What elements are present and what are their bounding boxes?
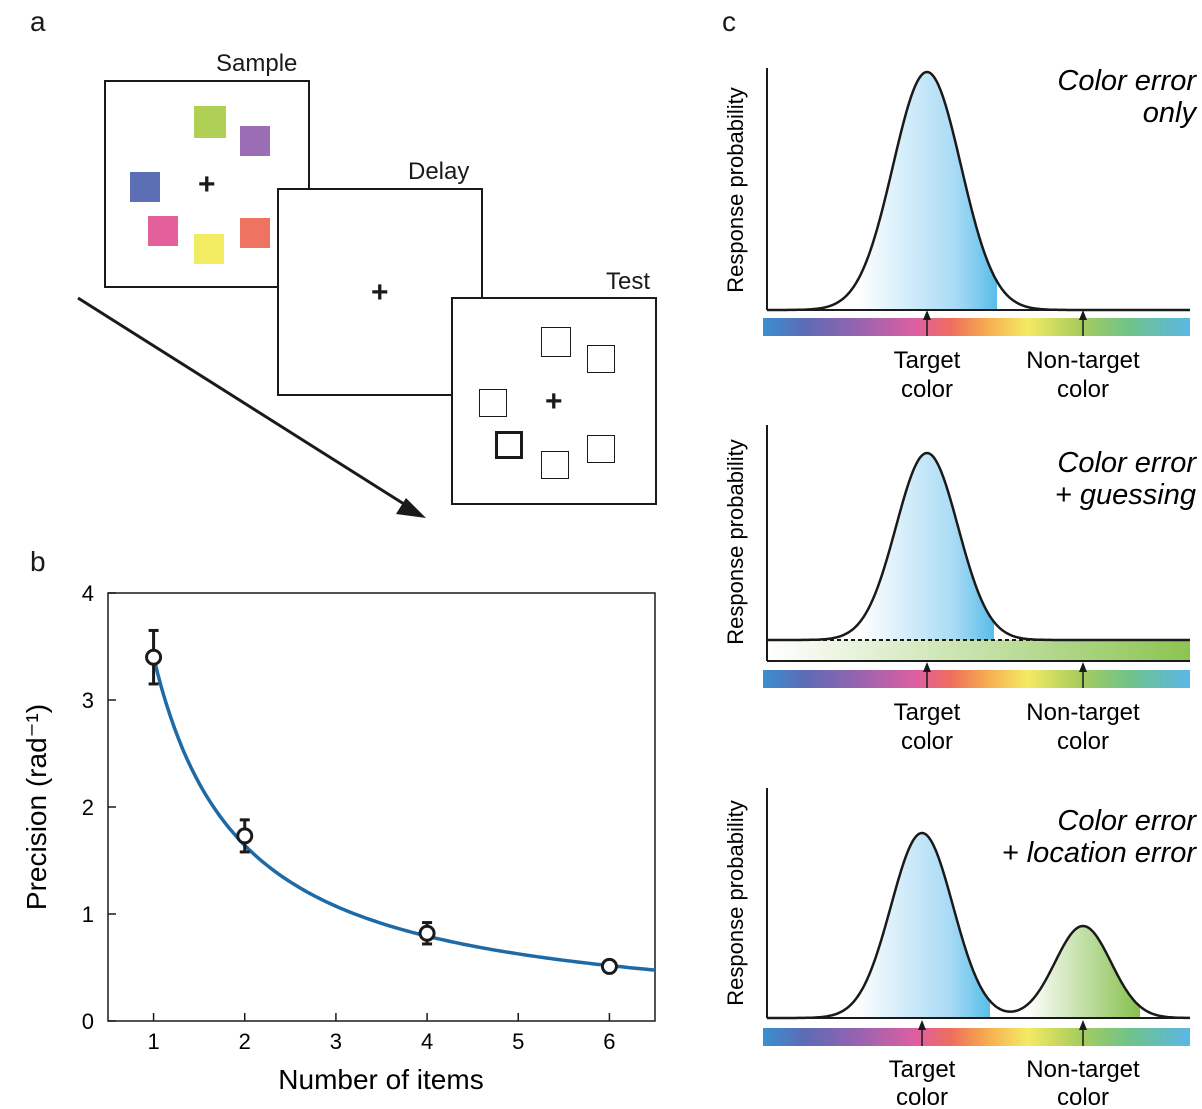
x-tick-label: 2 [239, 1029, 251, 1054]
probe-square [541, 327, 571, 357]
color-spectrum-bar [763, 318, 1190, 336]
model-title: Color error [1057, 447, 1197, 479]
nontarget-label: Non-target [1026, 699, 1140, 726]
target-distribution [854, 833, 990, 1018]
y-tick-label: 3 [82, 688, 94, 713]
y-tick-label: 2 [82, 795, 94, 820]
data-point [600, 957, 618, 975]
x-tick-label: 6 [603, 1029, 615, 1054]
color-square [194, 234, 224, 264]
fit-curve [151, 656, 656, 972]
color-square [240, 218, 270, 248]
target-distribution [857, 72, 997, 310]
precision-chart: 0 1 2 3 4 1 2 3 4 5 6 Number of items Precision (… [21, 581, 656, 1095]
panel-a-letter: a [30, 6, 46, 37]
x-axis-label: Number of items [278, 1064, 483, 1095]
test-label: Test [606, 268, 651, 295]
test-screen: + [451, 297, 657, 505]
model-title: Color error [1057, 805, 1197, 837]
color-square [148, 216, 178, 246]
nontarget-label: Non-target [1026, 1056, 1140, 1083]
probe-square [479, 389, 507, 417]
target-arrow [918, 1020, 926, 1030]
nontarget-label: Non-target [1026, 347, 1140, 374]
delay-label: Delay [408, 158, 470, 185]
plot-frame [107, 592, 656, 1022]
target-distribution [860, 453, 994, 640]
target-label: Target [889, 1056, 956, 1083]
probe-square [587, 345, 615, 373]
model-color-error-location-error: Color error + location error Response pr… [723, 788, 1197, 1109]
data-point [236, 827, 254, 845]
target-label: Target [894, 699, 961, 726]
target-label: Target [894, 347, 961, 374]
panel-b-letter: b [30, 546, 46, 577]
model-subtitle: + location error [1002, 837, 1198, 869]
y-tick-label: 0 [82, 1009, 94, 1034]
target-label-2: color [901, 376, 953, 403]
nontarget-label-2: color [1057, 1084, 1109, 1109]
y-axis-label: Precision (rad⁻¹) [21, 704, 52, 910]
target-label-2: color [901, 728, 953, 755]
x-tick-label: 4 [421, 1029, 433, 1054]
y-tick-label: 1 [82, 902, 94, 927]
y-axis-label: Response probability [723, 800, 748, 1005]
response-curve [767, 831, 1190, 1020]
nontarget-label-2: color [1057, 376, 1109, 403]
color-square [240, 126, 270, 156]
x-tick-label: 5 [512, 1029, 524, 1054]
nontarget-label-2: color [1057, 728, 1109, 755]
target-arrow [923, 662, 931, 672]
target-label-2: color [896, 1084, 948, 1109]
x-tick-label: 1 [147, 1029, 159, 1054]
probe-square [541, 451, 569, 479]
y-axis-label: Response probability [723, 439, 748, 644]
target-arrow [923, 310, 931, 320]
nontarget-arrow [1079, 1020, 1087, 1030]
model-distributions: Color error only Response probability Ta… [723, 65, 1197, 1109]
fixation-cross: + [198, 168, 216, 201]
fixation-cross: + [371, 276, 389, 309]
fixation-cross: + [545, 385, 563, 418]
data-point [145, 648, 163, 666]
color-spectrum-bar [763, 1028, 1190, 1046]
color-spectrum-bar [763, 670, 1190, 688]
model-title: Color error [1057, 65, 1197, 97]
data-point [418, 924, 436, 942]
model-subtitle: only [1143, 97, 1198, 129]
model-color-error-only: Color error only Response probability Ta… [723, 65, 1197, 403]
y-tick-label: 4 [82, 581, 94, 606]
probe-square [587, 435, 615, 463]
panel-c-letter: c [722, 6, 736, 37]
color-square [130, 172, 160, 202]
color-square [194, 106, 226, 138]
sample-label: Sample [216, 50, 298, 77]
probe-square-highlighted [495, 431, 523, 459]
guess-floor [767, 640, 1190, 661]
y-axis-label: Response probability [723, 87, 748, 292]
x-tick-label: 3 [330, 1029, 342, 1054]
nontarget-distribution [1026, 926, 1140, 1018]
nontarget-arrow [1079, 310, 1087, 320]
sample-screen: + [104, 80, 310, 288]
model-color-error-guessing: Color error + guessing Response probabil… [723, 425, 1197, 755]
nontarget-arrow [1079, 662, 1087, 672]
response-curve [767, 451, 1190, 642]
model-subtitle: + guessing [1055, 479, 1196, 511]
delay-screen: + [277, 188, 483, 396]
